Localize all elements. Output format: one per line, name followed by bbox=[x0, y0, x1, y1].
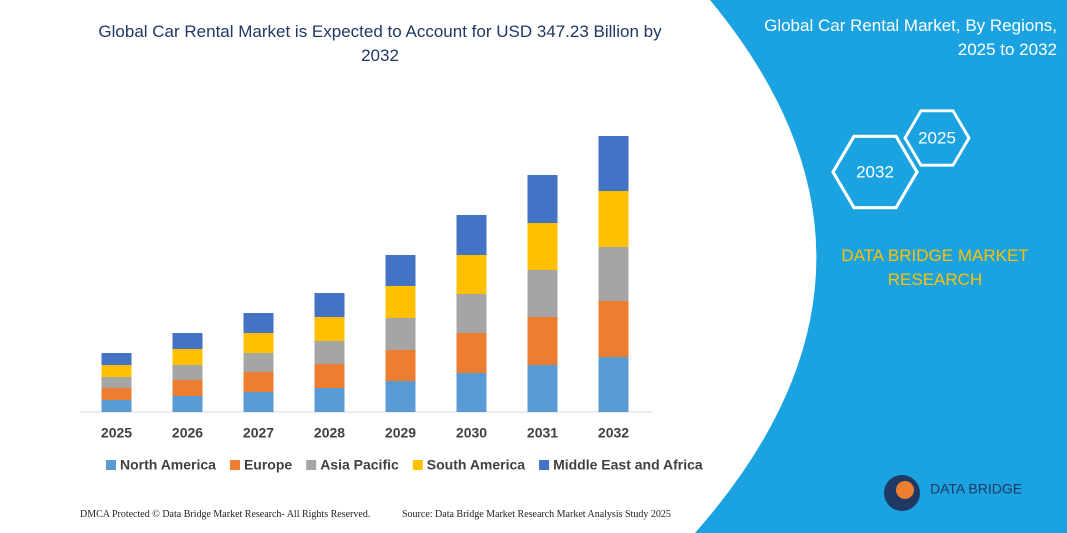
bar-segment bbox=[172, 349, 203, 365]
bar-segment bbox=[598, 191, 629, 247]
x-tick-label: 2026 bbox=[172, 425, 203, 441]
bar-segment bbox=[385, 286, 416, 318]
x-tick-label: 2030 bbox=[456, 425, 487, 441]
plot: 2025 2026 2027 2028 2029 2030 2031 2032 North Am… bbox=[101, 136, 703, 473]
bar-segment bbox=[101, 388, 132, 400]
bar-segment bbox=[101, 365, 132, 377]
bar-segment bbox=[598, 247, 629, 301]
brand: DATA BRIDGE MARKET RESEARCH bbox=[841, 246, 1029, 289]
bar-segment bbox=[243, 392, 274, 412]
bar-segment bbox=[385, 255, 416, 286]
bar-segment bbox=[172, 365, 203, 380]
bar-segment bbox=[598, 301, 629, 357]
bar-segment bbox=[243, 333, 274, 353]
logo: DATA BRIDGE bbox=[884, 475, 1022, 511]
x-tick-label: 2032 bbox=[598, 425, 629, 441]
bar-segment bbox=[314, 317, 345, 341]
legend-swatch bbox=[412, 460, 423, 470]
bar-segment bbox=[385, 318, 416, 350]
bar-segment bbox=[456, 255, 487, 294]
footer-right: Source: Data Bridge Market Research Mark… bbox=[402, 509, 671, 520]
bar-segment bbox=[243, 372, 274, 392]
bar-segment bbox=[527, 175, 558, 223]
side-panel-bg bbox=[695, 0, 1067, 533]
x-tick-label: 2031 bbox=[527, 425, 558, 441]
bar-segment bbox=[243, 353, 274, 372]
legend-label: Asia Pacific bbox=[320, 457, 399, 473]
bar-segment bbox=[385, 350, 416, 381]
x-tick-label: 2028 bbox=[314, 425, 345, 441]
legend-label: Europe bbox=[244, 457, 292, 473]
bar-segment bbox=[314, 364, 345, 388]
legend-label: Middle East and Africa bbox=[553, 457, 703, 473]
bar-segment bbox=[314, 293, 345, 317]
hexagon bbox=[831, 134, 919, 210]
bar-segment bbox=[243, 313, 274, 333]
bar-segment bbox=[456, 215, 487, 255]
hexagon bbox=[903, 109, 971, 167]
legend-label: South America bbox=[427, 457, 525, 473]
hexagon-label: 2025 bbox=[918, 128, 956, 147]
bar-segment bbox=[101, 377, 132, 388]
legend-swatch bbox=[106, 460, 116, 470]
bar-segment bbox=[101, 353, 132, 365]
footer-left: DMCA Protected © Data Bridge Market Rese… bbox=[80, 509, 371, 520]
bar-segment bbox=[101, 400, 132, 412]
bar-segment bbox=[527, 270, 558, 317]
bar-segment bbox=[456, 294, 487, 333]
bar-segment bbox=[598, 357, 629, 412]
legend-swatch bbox=[306, 460, 317, 470]
bar-segment bbox=[385, 381, 416, 412]
bar-segment bbox=[172, 333, 203, 349]
legend-swatch bbox=[539, 460, 550, 470]
chart-title: Global Car Rental Market is Expected to … bbox=[98, 22, 662, 65]
hexagon-label: 2032 bbox=[856, 162, 894, 181]
bar-segment bbox=[456, 373, 487, 412]
legend-label: North America bbox=[120, 457, 216, 473]
bar-segment bbox=[172, 396, 203, 412]
bar-segment bbox=[527, 223, 558, 270]
bar-segment bbox=[172, 380, 203, 396]
bar-segment bbox=[598, 136, 629, 191]
logo-text: DATA BRIDGE bbox=[930, 481, 1022, 497]
bar-segment bbox=[314, 341, 345, 364]
x-tick-label: 2029 bbox=[385, 425, 416, 441]
legend-swatch bbox=[229, 460, 240, 470]
x-tick-label: 2025 bbox=[101, 425, 132, 441]
side-title: Global Car Rental Market, By Regions, 20… bbox=[764, 16, 1057, 59]
bar-segment bbox=[314, 388, 345, 412]
x-tick-label: 2027 bbox=[243, 425, 274, 441]
bar-segment bbox=[527, 317, 558, 365]
bar-segment bbox=[527, 365, 558, 412]
bar-segment bbox=[456, 333, 487, 373]
